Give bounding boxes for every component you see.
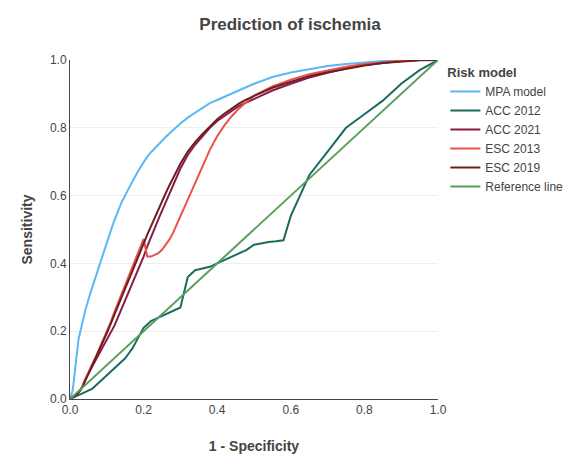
svg-text:0.2: 0.2 — [50, 324, 67, 338]
svg-text:Risk model: Risk model — [447, 65, 516, 80]
svg-text:1.0: 1.0 — [50, 53, 67, 67]
svg-text:0.2: 0.2 — [135, 403, 152, 417]
svg-text:0.6: 0.6 — [50, 189, 67, 203]
svg-text:Sensitivity: Sensitivity — [19, 194, 35, 264]
svg-text:1.0: 1.0 — [430, 403, 447, 417]
svg-text:ESC 2019: ESC 2019 — [485, 161, 540, 175]
svg-text:0.0: 0.0 — [62, 403, 79, 417]
svg-text:Reference line: Reference line — [485, 180, 563, 194]
svg-text:0.8: 0.8 — [50, 121, 67, 135]
svg-text:0.8: 0.8 — [356, 403, 373, 417]
svg-text:ESC 2013: ESC 2013 — [485, 142, 540, 156]
svg-text:ACC 2021: ACC 2021 — [485, 123, 541, 137]
svg-text:1 - Specificity: 1 - Specificity — [209, 438, 299, 454]
svg-text:0.4: 0.4 — [50, 257, 67, 271]
svg-text:0.4: 0.4 — [209, 403, 226, 417]
svg-text:0.0: 0.0 — [50, 392, 67, 406]
svg-text:MPA model: MPA model — [485, 85, 545, 99]
svg-text:0.6: 0.6 — [282, 403, 299, 417]
svg-text:Prediction of ischemia: Prediction of ischemia — [199, 15, 381, 34]
svg-text:ACC 2012: ACC 2012 — [485, 104, 541, 118]
